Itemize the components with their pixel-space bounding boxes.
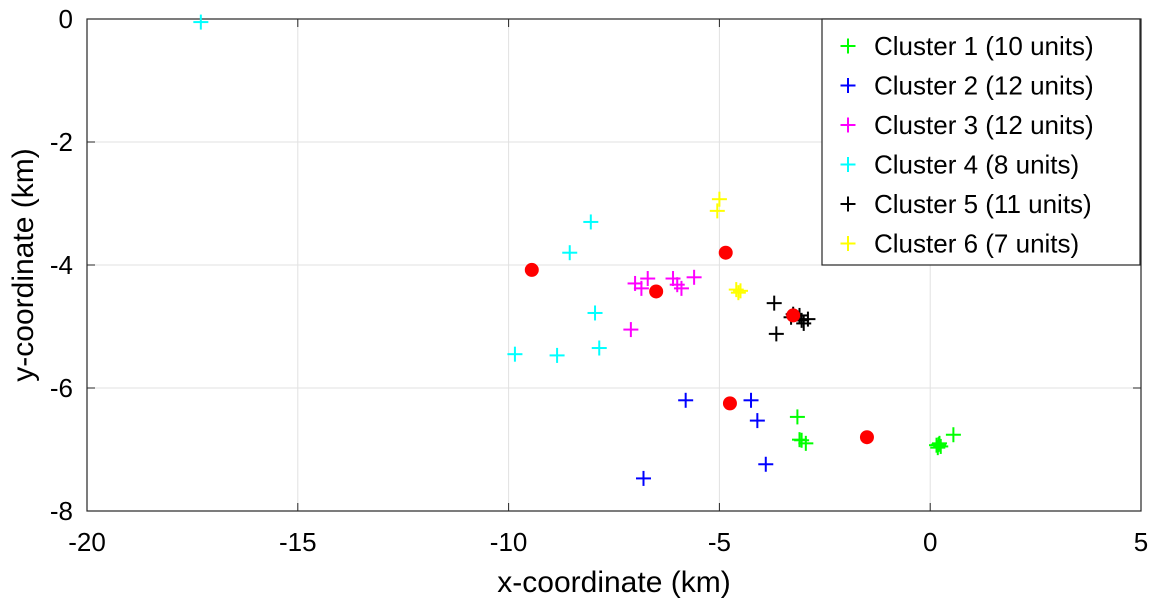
legend-entry: Cluster 6 (7 units) — [840, 229, 1079, 259]
series-cluster-6 — [709, 191, 748, 301]
centroid-point — [718, 245, 733, 260]
data-point — [789, 409, 805, 425]
data-point — [549, 347, 565, 363]
legend-label: Cluster 3 (12 units) — [874, 110, 1094, 140]
series-cluster-1 — [789, 409, 961, 456]
legend-box — [821, 18, 1141, 266]
x-tick-labels: -20 -15 -10 -5 0 5 — [68, 527, 1148, 557]
series-cluster-3 — [623, 269, 702, 338]
y-tick-label: -4 — [50, 250, 73, 280]
data-point — [673, 280, 689, 296]
x-tick-label: -5 — [708, 527, 731, 557]
legend-marker — [840, 236, 856, 251]
data-point — [587, 305, 603, 321]
legend-entry: Cluster 1 (10 units) — [840, 31, 1094, 61]
data-point — [768, 326, 784, 342]
legend-entry: Cluster 2 (12 units) — [840, 71, 1094, 101]
legend-marker — [840, 196, 856, 212]
data-point — [562, 245, 578, 261]
data-point — [591, 340, 607, 356]
data-point — [794, 432, 810, 448]
centroid-point — [524, 262, 539, 277]
centroid-point — [722, 396, 737, 411]
series-cluster-2 — [636, 392, 774, 486]
x-tick-label: -10 — [490, 527, 528, 557]
series-layer — [193, 14, 961, 486]
data-point — [743, 392, 759, 408]
legend-entry: Cluster 3 (12 units) — [840, 110, 1094, 140]
x-tick-label: -15 — [279, 527, 317, 557]
centroid-point — [649, 284, 664, 299]
data-point — [933, 438, 949, 454]
legend-label: Cluster 5 (11 units) — [874, 189, 1092, 219]
data-point — [931, 435, 947, 451]
data-point — [709, 203, 725, 219]
data-point — [633, 280, 649, 296]
y-tick-label: -6 — [50, 373, 73, 403]
y-tick-label: -2 — [50, 127, 73, 157]
legend-label: Cluster 1 (10 units) — [874, 31, 1094, 61]
legend-marker — [840, 38, 856, 54]
x-tick-label: 0 — [923, 527, 937, 557]
centroid-point — [859, 430, 874, 445]
data-point — [728, 282, 744, 298]
y-tick-labels: 0 -2 -4 -6 -8 — [50, 4, 73, 526]
data-point — [749, 413, 765, 429]
y-tick-label: -8 — [50, 496, 73, 526]
data-point — [623, 322, 639, 338]
data-point — [636, 470, 652, 486]
data-point — [640, 271, 656, 287]
legend-entry: Cluster 4 (8 units) — [840, 150, 1079, 180]
data-point — [507, 346, 523, 362]
legend-marker — [840, 78, 856, 93]
data-point — [678, 392, 694, 408]
data-point — [711, 191, 727, 207]
axis-ticks — [86, 18, 1142, 512]
data-point — [945, 427, 961, 443]
legend: Cluster 1 (10 units) Cluster 2 (12 units)… — [821, 18, 1141, 266]
legend-label: Cluster 4 (8 units) — [874, 150, 1079, 180]
legend-entries: Cluster 1 (10 units) Cluster 2 (12 units)… — [840, 31, 1094, 259]
legend-marker — [840, 157, 856, 172]
x-axis-label: x-coordinate (km) — [497, 566, 730, 599]
y-axis-label: y-coordinate (km) — [7, 148, 40, 381]
legend-label: Cluster 2 (12 units) — [874, 71, 1094, 101]
data-point — [730, 285, 746, 301]
data-point — [796, 315, 812, 331]
series-cluster-4 — [193, 14, 607, 363]
x-tick-label: 5 — [1134, 527, 1148, 557]
data-point — [758, 456, 774, 472]
legend-entry: Cluster 5 (11 units) — [840, 189, 1092, 219]
data-point — [193, 14, 209, 30]
x-tick-label: -20 — [68, 527, 106, 557]
centroid-layer — [524, 245, 874, 445]
legend-label: Cluster 6 (7 units) — [874, 229, 1079, 259]
data-point — [686, 269, 702, 285]
data-point — [766, 295, 782, 311]
y-tick-label: 0 — [59, 4, 73, 34]
centroid-point — [786, 308, 801, 323]
data-point — [583, 214, 599, 230]
legend-marker — [840, 117, 856, 133]
